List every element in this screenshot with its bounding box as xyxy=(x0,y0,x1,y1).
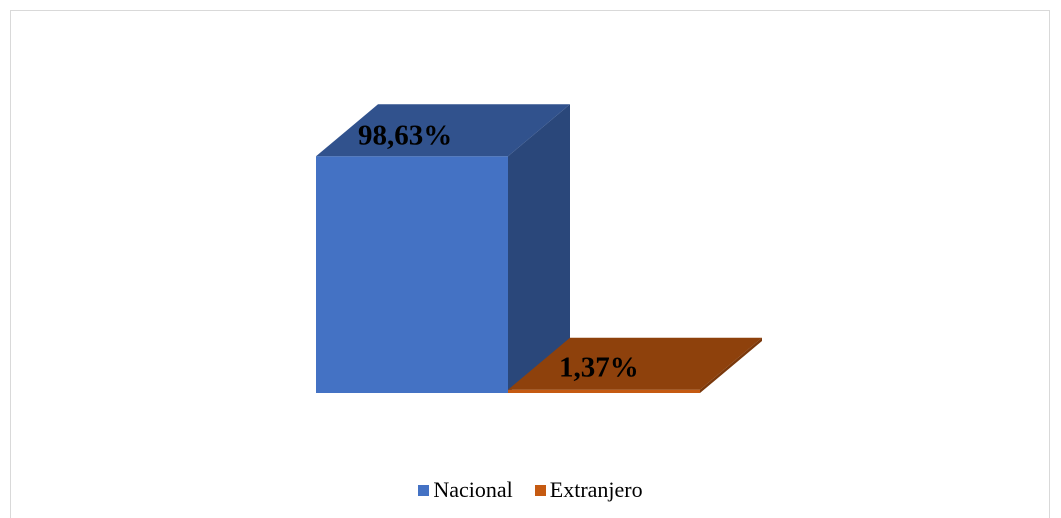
bar-front-extranjero xyxy=(508,389,700,393)
legend-swatch-nacional xyxy=(418,484,430,496)
bar-front-nacional xyxy=(316,156,508,393)
legend-item-extranjero: Extranjero xyxy=(534,477,643,503)
bar-top-nacional xyxy=(316,104,570,157)
chart-legend: Nacional Extranjero xyxy=(0,476,1061,504)
bar-side-extranjero xyxy=(700,337,762,393)
bar-side-nacional xyxy=(508,104,570,394)
data-label-nacional: 98,63% xyxy=(358,119,452,151)
legend-label-extranjero: Extranjero xyxy=(549,477,643,502)
legend-label-nacional: Nacional xyxy=(433,477,513,502)
legend-swatch-extranjero xyxy=(534,484,546,496)
bar-top-extranjero xyxy=(508,337,762,390)
legend-item-nacional: Nacional xyxy=(418,477,513,503)
data-label-extranjero: 1,37% xyxy=(559,352,639,384)
